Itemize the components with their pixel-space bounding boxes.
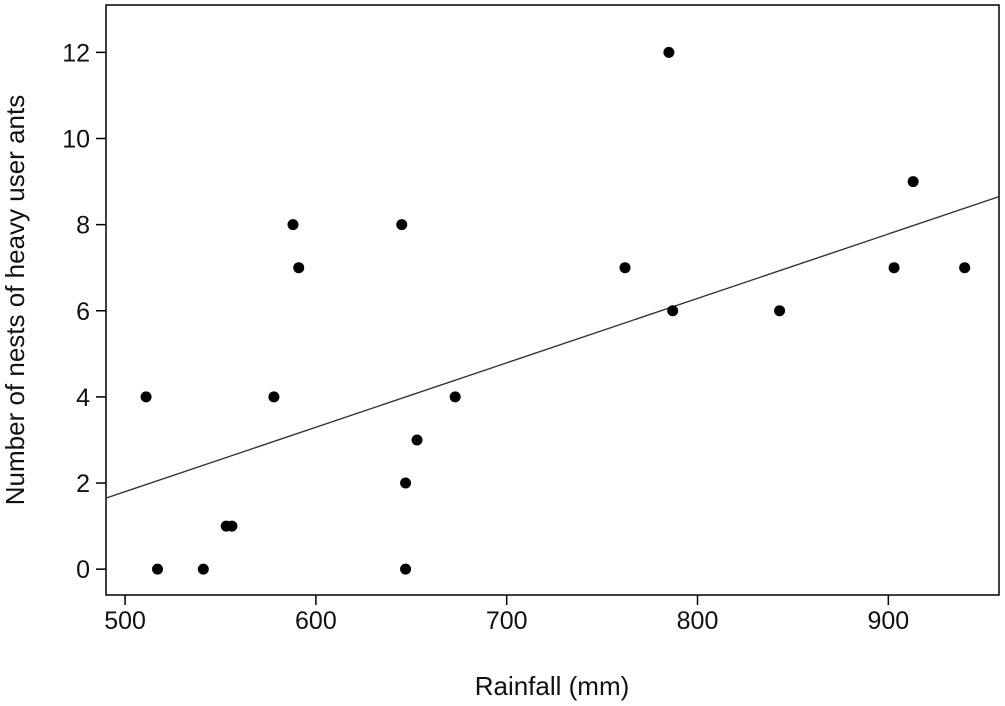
data-point [152, 563, 164, 575]
points-layer [140, 46, 971, 575]
y-tick-label: 2 [76, 470, 90, 498]
regression-line [105, 195, 1000, 499]
data-point [293, 262, 305, 274]
y-tick-label: 8 [76, 212, 90, 240]
data-point [888, 262, 900, 274]
data-point [411, 434, 423, 446]
data-point [400, 563, 412, 575]
x-tick-label: 700 [486, 607, 528, 635]
data-point [140, 391, 152, 403]
x-tick-label: 800 [677, 607, 719, 635]
x-tick-label: 900 [867, 607, 909, 635]
data-point [774, 305, 786, 317]
y-tick-label: 12 [62, 39, 90, 67]
y-axis-title: Number of nests of heavy user ants [0, 95, 30, 505]
y-tick-label: 4 [76, 384, 90, 412]
x-tick-label: 500 [104, 607, 146, 635]
data-point [959, 262, 971, 274]
data-point [268, 391, 280, 403]
data-point [396, 219, 408, 231]
data-point [619, 262, 631, 274]
data-point [400, 477, 412, 489]
y-tick-label: 6 [76, 298, 90, 326]
x-axis-title: Rainfall (mm) [475, 671, 630, 701]
data-point [197, 563, 209, 575]
y-tick-label: 0 [76, 556, 90, 584]
plot-frame [105, 4, 1000, 596]
x-tick-label: 600 [295, 607, 337, 635]
data-point [226, 520, 238, 532]
data-point [663, 46, 675, 58]
data-point [907, 176, 919, 188]
data-point [449, 391, 461, 403]
y-tick-label: 10 [62, 126, 90, 154]
data-point [287, 219, 299, 231]
data-point [667, 305, 679, 317]
tick-layer: 500 600 700 800 900 0 2 4 6 8 10 12 [62, 39, 909, 635]
